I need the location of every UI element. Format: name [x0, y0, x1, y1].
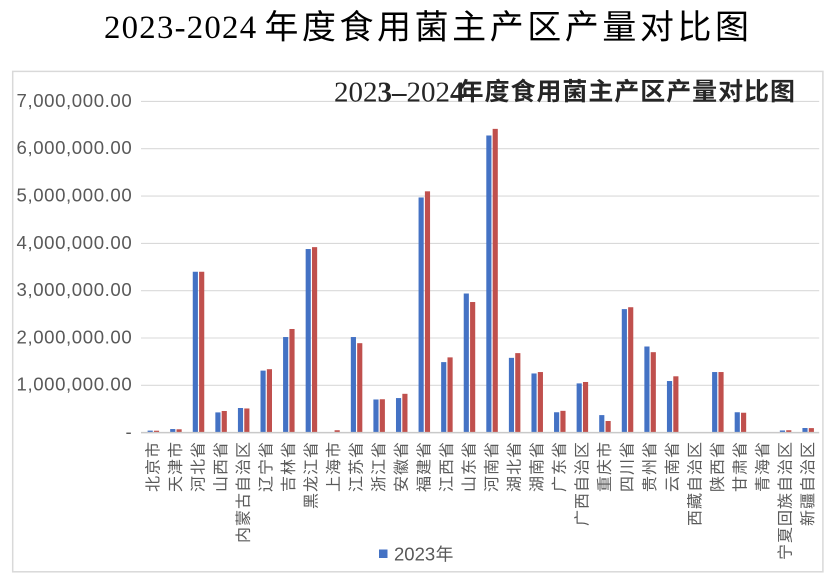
svg-text:4,000,000.00: 4,000,000.00: [17, 232, 133, 253]
svg-text:6,000,000.00: 6,000,000.00: [17, 137, 133, 158]
svg-text:2023-2024: 2023-2024: [104, 10, 257, 46]
svg-text:1,000,000.00: 1,000,000.00: [17, 374, 133, 395]
svg-text:5,000,000.00: 5,000,000.00: [17, 185, 133, 206]
svg-text:2023–2024: 2023–2024: [334, 77, 465, 109]
svg-text:7,000,000.00: 7,000,000.00: [17, 90, 133, 111]
svg-text:-: -: [126, 421, 133, 442]
svg-text:2,000,000.00: 2,000,000.00: [17, 326, 133, 347]
svg-text:2023: 2023: [394, 543, 435, 564]
svg-text:3,000,000.00: 3,000,000.00: [17, 279, 133, 300]
